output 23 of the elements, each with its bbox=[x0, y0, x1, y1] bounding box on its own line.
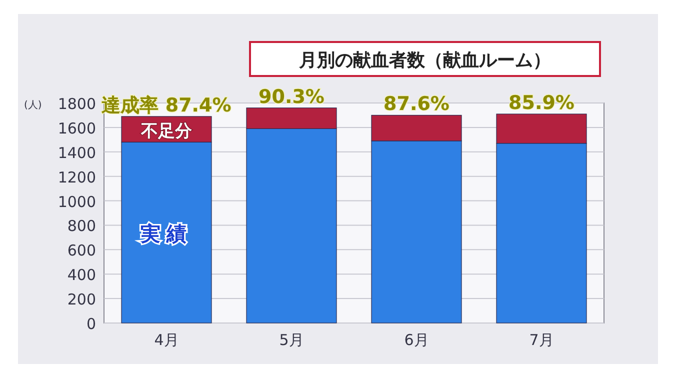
x-tick-label: 6月 bbox=[404, 331, 429, 349]
annotation: 87.6% bbox=[384, 93, 450, 116]
y-tick-label: 0 bbox=[86, 315, 96, 333]
y-tick-label: 600 bbox=[67, 242, 96, 260]
series-label: 不足分 bbox=[140, 121, 193, 142]
title-box: 月別の献血者数（献血ルーム） bbox=[249, 41, 601, 77]
x-tick-label: 5月 bbox=[279, 331, 304, 349]
x-tick-label: 7月 bbox=[529, 331, 554, 349]
y-tick-label: 1600 bbox=[58, 119, 96, 138]
chart-title: 月別の献血者数（献血ルーム） bbox=[298, 50, 551, 71]
y-tick-label: 1800 bbox=[58, 95, 96, 113]
y-tick-label: 200 bbox=[67, 290, 96, 309]
annotation: 達成率 87.4% bbox=[102, 94, 232, 116]
series-label: 実績 bbox=[140, 222, 192, 246]
y-axis-title: (人) bbox=[24, 100, 42, 111]
annotation: 90.3% bbox=[258, 86, 324, 108]
y-tick-label: 1400 bbox=[58, 144, 96, 162]
x-tick-label: 4月 bbox=[154, 331, 179, 349]
y-tick-label: 1200 bbox=[58, 168, 96, 186]
y-tick-label: 800 bbox=[67, 217, 96, 236]
y-tick-label: 1000 bbox=[58, 192, 96, 211]
y-tick-label: 400 bbox=[67, 266, 96, 284]
annotation: 85.9% bbox=[508, 92, 574, 114]
